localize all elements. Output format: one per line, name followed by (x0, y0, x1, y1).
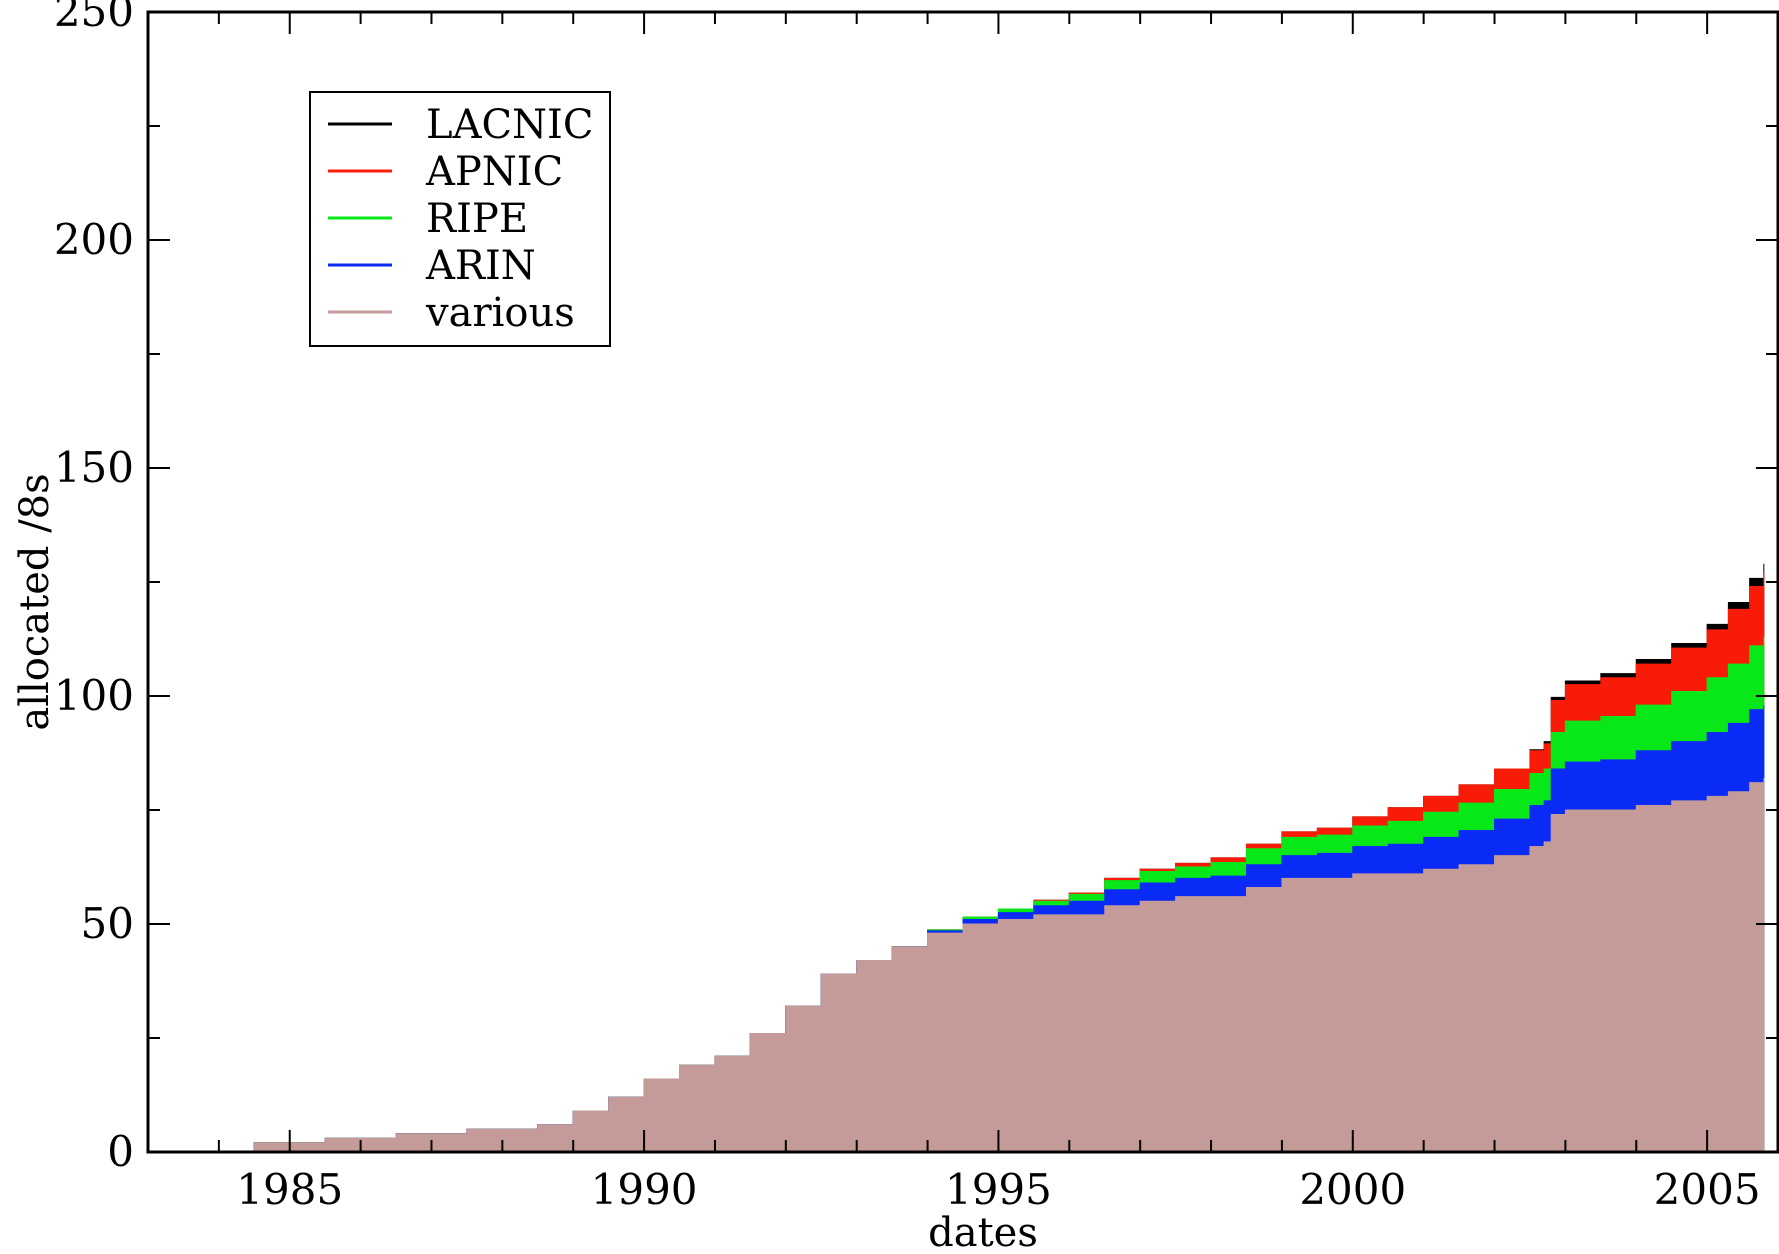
x-axis-title: dates (928, 1210, 1038, 1254)
x-tick-label: 1995 (945, 1165, 1052, 1214)
area-series-group (183, 563, 1765, 1153)
y-tick-label: 50 (81, 899, 134, 948)
x-tick-label: 1990 (591, 1165, 698, 1214)
legend-label-apnic: APNIC (425, 149, 563, 195)
legend-label-arin: ARIN (425, 243, 536, 289)
y-tick-label: 250 (54, 0, 134, 36)
legend-label-ripe: RIPE (426, 196, 528, 242)
x-axis: 1985 1990 1995 2000 2005 (217, 12, 1779, 1214)
y-tick-label: 0 (107, 1127, 134, 1176)
x-tick-label: 2000 (1299, 1165, 1406, 1214)
x-tick-label: 1985 (236, 1165, 343, 1214)
y-axis-title: allocated /8s (12, 473, 58, 730)
y-tick-label: 200 (54, 215, 134, 264)
area-various (183, 778, 1765, 1153)
legend-label-lacnic: LACNIC (426, 102, 593, 148)
y-axis: 0 50 100 150 200 250 (54, 0, 1778, 1176)
legend-label-various: various (425, 290, 575, 336)
x-tick-label: 2005 (1654, 1165, 1761, 1214)
y-tick-label: 150 (54, 443, 134, 492)
y-tick-label: 100 (54, 671, 134, 720)
